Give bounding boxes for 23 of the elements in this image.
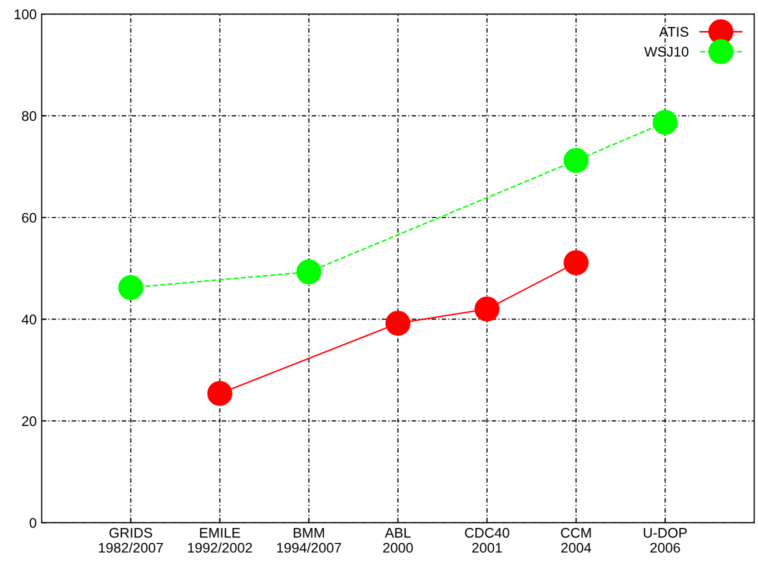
x-tick-label: BMM 1994/2007 <box>277 528 342 553</box>
point <box>652 110 678 135</box>
x-tick-label: EMILE 1992/2002 <box>188 528 252 553</box>
y-tick-label: 100 <box>14 9 36 20</box>
y-tick-label: 80 <box>22 111 36 121</box>
point <box>564 148 589 174</box>
point <box>207 380 232 406</box>
x-tick-label: GRIDS 1982/2007 <box>98 528 163 553</box>
y-tick-label: 20 <box>22 416 36 426</box>
point <box>118 275 144 300</box>
x-tick-label: U-DOP 2006 <box>644 528 687 553</box>
point <box>385 310 410 336</box>
x-tick-label: ABL 2000 <box>383 528 413 553</box>
y-tick-label: 60 <box>22 212 36 223</box>
y-tick-label: 0 <box>30 518 36 528</box>
x-tick-label: CCM 2004 <box>560 528 592 553</box>
y-tick-label: 40 <box>22 314 36 324</box>
legend-label: WSJ10 <box>644 46 688 57</box>
x-tick-label: CDC40 2001 <box>464 528 510 553</box>
legend-label: ATIS <box>659 26 688 37</box>
point <box>296 259 322 284</box>
point <box>564 250 589 276</box>
point <box>474 296 500 322</box>
